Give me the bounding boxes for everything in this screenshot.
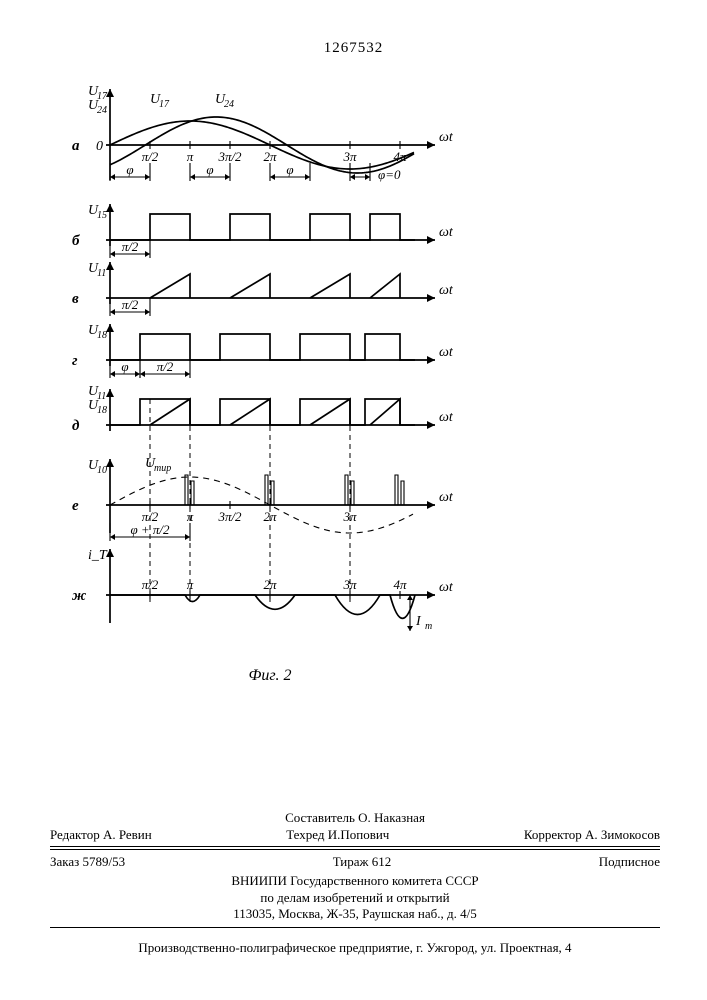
techred-label: Техред [286,827,324,842]
svg-text:a: a [72,138,80,154]
svg-text:2π: 2π [263,509,277,524]
svg-text:ωt: ωt [439,283,454,298]
svg-text:0: 0 [96,139,103,154]
footer: Производственно-полиграфическое предприя… [50,940,660,956]
svg-text:m: m [425,621,432,632]
svg-text:π/2: π/2 [142,577,159,592]
svg-text:11: 11 [97,268,106,279]
svg-text:е: е [72,498,79,514]
svg-text:2π: 2π [263,577,277,592]
svg-text:φ: φ [121,359,128,374]
svg-text:3π/2: 3π/2 [217,149,242,164]
addr: 113035, Москва, Ж-35, Раушская наб., д. … [50,906,660,923]
svg-text:4π: 4π [393,577,407,592]
svg-text:φ: φ [286,162,293,177]
svg-text:π: π [187,509,194,524]
svg-text:3π: 3π [342,509,357,524]
editor-label: Редактор [50,827,100,842]
svg-text:10: 10 [97,465,107,476]
svg-text:I: I [415,614,422,629]
credits-block: Составитель О. Наказная Редактор А. Реви… [50,810,660,932]
svg-text:ωt: ωt [439,580,454,595]
order: Заказ 5789/53 [50,854,125,871]
compiler-label: Составитель [285,810,355,825]
tirazh: Тираж 612 [333,854,392,871]
svg-text:4π: 4π [393,149,407,164]
svg-text:24: 24 [224,99,234,110]
svg-text:i_T: i_T [88,548,108,563]
svg-text:π/2: π/2 [157,359,174,374]
org1: ВНИИПИ Государственного комитета СССР [50,873,660,890]
org2: по делам изобретений и открытий [50,890,660,907]
svg-text:18: 18 [97,330,107,341]
svg-text:φ + π/2: φ + π/2 [130,522,170,537]
svg-text:11: 11 [97,391,106,402]
svg-text:д: д [72,418,80,434]
subscription: Подписное [599,854,660,871]
svg-text:15: 15 [97,210,107,221]
svg-text:π/2: π/2 [122,297,139,312]
svg-text:π: π [187,577,194,592]
techred: И.Попович [328,827,390,842]
svg-text:3π: 3π [342,149,357,164]
svg-text:π/2: π/2 [122,239,139,254]
svg-text:π: π [187,149,194,164]
svg-text:17: 17 [159,99,170,110]
svg-text:3π: 3π [342,577,357,592]
corrector-label: Корректор [524,827,582,842]
svg-text:φ: φ [206,162,213,177]
svg-text:ωt: ωt [439,130,454,145]
svg-text:ωt: ωt [439,225,454,240]
compiler: О. Наказная [358,810,425,825]
editor: А. Ревин [103,827,152,842]
svg-text:б: б [72,233,80,249]
svg-text:24: 24 [97,105,107,116]
svg-text:2π: 2π [263,149,277,164]
svg-text:18: 18 [97,405,107,416]
svg-text:ωt: ωt [439,345,454,360]
svg-text:ж: ж [72,588,86,604]
svg-text:в: в [72,291,79,307]
timing-diagram: aU17U24ωt0U17U24π/2π3π/22π3π4πφφφφ=0бU15… [0,30,707,790]
svg-text:г: г [72,353,78,369]
svg-text:φ: φ [126,162,133,177]
svg-text:тир: тир [154,463,171,474]
corrector: А. Зимокосов [585,827,660,842]
svg-text:φ=0: φ=0 [378,167,401,182]
svg-text:Фиг. 2: Фиг. 2 [249,667,292,684]
svg-text:ωt: ωt [439,490,454,505]
svg-text:π/2: π/2 [142,149,159,164]
svg-text:3π/2: 3π/2 [217,509,242,524]
svg-text:ωt: ωt [439,410,454,425]
